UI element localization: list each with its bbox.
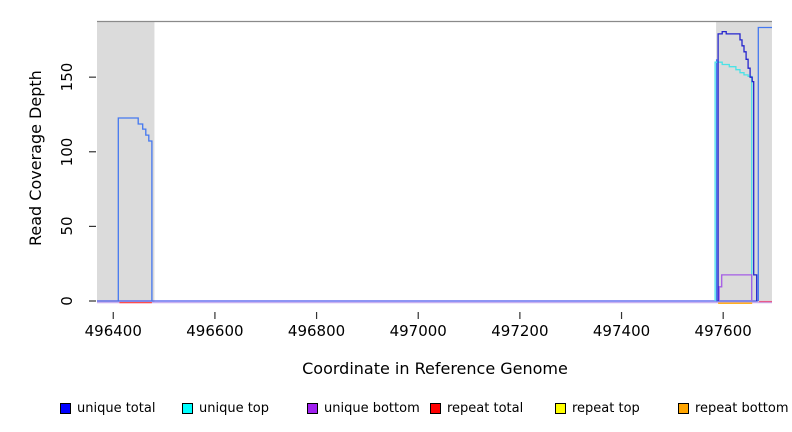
series-unique-bottom-right	[718, 274, 753, 301]
x-tick-label: 497000	[389, 322, 447, 340]
series-unique-total-far-right	[757, 26, 772, 301]
legend-label: repeat total	[447, 400, 524, 416]
legend-label: repeat bottom	[695, 400, 789, 416]
y-tick-label: 0	[58, 296, 76, 306]
series-unique-total-left	[117, 117, 153, 301]
legend-item-repeat-top: repeat top	[555, 397, 640, 419]
legend-swatch-icon	[678, 402, 689, 414]
y-tick-label: 100	[58, 137, 76, 167]
legend-label: unique bottom	[324, 400, 420, 416]
y-axis-title: Read Coverage Depth	[26, 70, 45, 247]
legend-item-repeat-total: repeat total	[430, 397, 523, 419]
series-unique-top-right	[714, 61, 753, 301]
repeat-shaded-region-1	[716, 21, 772, 303]
legend-item-repeat-bottom: repeat bottom	[678, 397, 789, 419]
legend-swatch-icon	[60, 402, 71, 414]
x-axis-title: Coordinate in Reference Genome	[302, 359, 568, 378]
legend-swatch-icon	[430, 402, 441, 414]
y-tick-label: 50	[58, 216, 76, 236]
legend-item-unique-top: unique top	[182, 397, 269, 419]
x-tick-label: 497400	[592, 322, 651, 340]
legend-swatch-icon	[182, 402, 193, 414]
legend-swatch-icon	[555, 402, 566, 414]
repeat-shaded-region-0	[97, 21, 155, 303]
legend-label: unique top	[199, 400, 270, 416]
x-tick-label: 496800	[287, 322, 346, 340]
legend-item-unique-total: unique total	[60, 397, 155, 419]
legend-item-unique-bottom: unique bottom	[307, 397, 420, 419]
x-tick-label: 496400	[84, 322, 142, 340]
x-tick-label: 497200	[491, 322, 549, 340]
legend-label: unique total	[77, 400, 156, 416]
chart-legend: unique total unique top unique bottom repea…	[0, 397, 792, 421]
x-tick-label: 497600	[694, 322, 752, 340]
y-tick-label: 150	[58, 62, 76, 92]
series-unique-total-right	[717, 30, 758, 301]
legend-swatch-icon	[307, 402, 318, 414]
x-tick-label: 496600	[186, 322, 244, 340]
legend-label: repeat top	[572, 400, 640, 416]
